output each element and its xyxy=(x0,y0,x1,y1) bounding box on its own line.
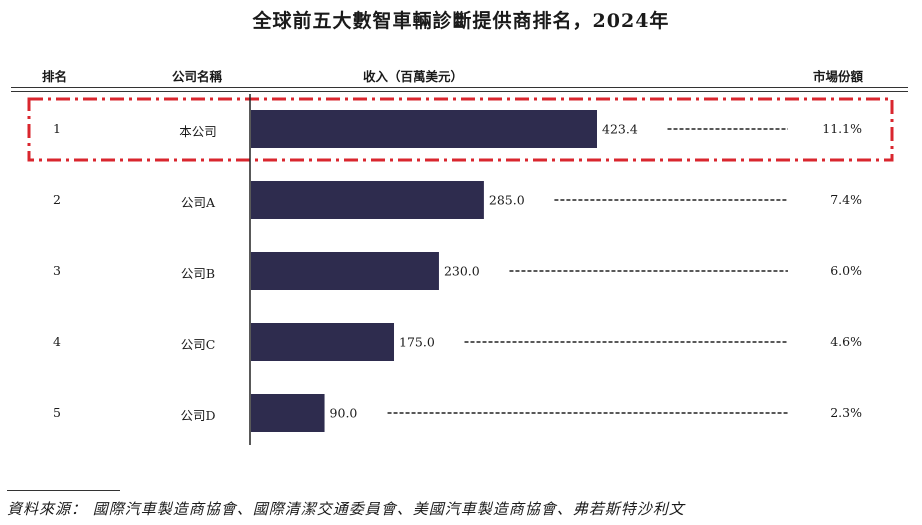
bar-3 xyxy=(251,252,439,290)
market-share-cell: 2.3% xyxy=(830,405,862,420)
rank-cell: 5 xyxy=(53,405,61,420)
header-revenue: 收入（百萬美元） xyxy=(363,69,464,84)
market-share-cell: 11.1% xyxy=(822,121,862,136)
market-share-cell: 6.0% xyxy=(830,263,862,278)
bar-2 xyxy=(251,181,484,219)
header-rule-bottom xyxy=(11,91,908,92)
bar-4 xyxy=(251,323,395,361)
rank-cell: 1 xyxy=(53,121,61,136)
header-rank: 排名 xyxy=(42,69,68,84)
company-cell: 公司D xyxy=(180,408,216,423)
market-share-cell: 7.4% xyxy=(830,192,862,207)
rank-cell: 2 xyxy=(53,192,61,207)
rank-cell: 3 xyxy=(53,263,61,278)
header-share: 市場份額 xyxy=(813,69,864,84)
header-company: 公司名稱 xyxy=(172,69,223,84)
bar-value-label: 175.0 xyxy=(399,335,435,350)
bar-value-label: 230.0 xyxy=(444,264,480,279)
bar-5 xyxy=(251,394,325,432)
company-cell: 公司C xyxy=(180,337,216,352)
company-cell: 公司B xyxy=(180,266,216,281)
bar-value-label: 285.0 xyxy=(489,193,525,208)
company-cell: 公司A xyxy=(180,195,216,210)
company-cell: 本公司 xyxy=(179,124,217,139)
bar-1 xyxy=(251,110,597,148)
header-rule-top xyxy=(11,87,908,88)
highlight-frame xyxy=(27,97,894,162)
bar-value-label: 90.0 xyxy=(330,406,358,421)
chart-title: 全球前五大數智車輛診斷提供商排名，2024年 xyxy=(252,10,670,32)
source-rule xyxy=(7,490,120,491)
market-share-cell: 4.6% xyxy=(830,334,862,349)
rank-cell: 4 xyxy=(53,334,61,349)
source-note: 資料來源： 國際汽車製造商協會、國際清潔交通委員會、美國汽車製造商協會、弗若斯特… xyxy=(7,500,685,518)
bar-value-label: 423.4 xyxy=(602,122,638,137)
